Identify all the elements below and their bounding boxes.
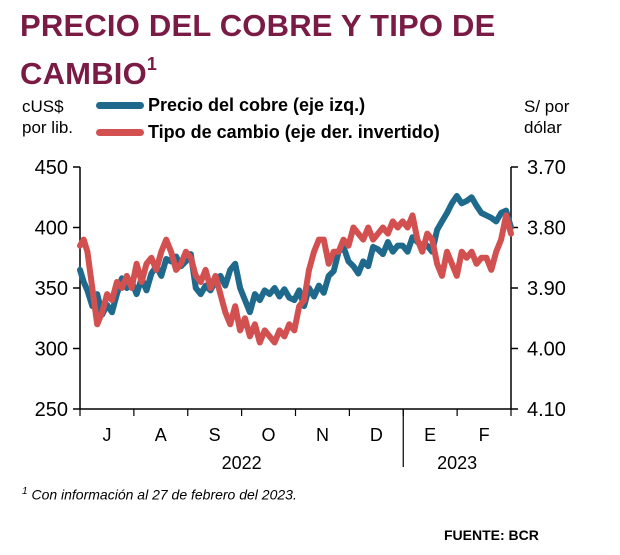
right-axis-label: S/ por dólar [524,96,569,138]
right-tick-label: 3.70 [527,157,566,179]
x-tick-label: A [155,425,167,445]
left-tick-label: 450 [35,157,68,179]
x-tick-label: J [102,425,111,445]
x-tick-label: O [262,425,276,445]
left-tick-label: 350 [35,278,68,300]
legend-item-fx: Tipo de cambio (eje der. invertido) [96,119,440,146]
legend: Precio del cobre (eje izq.) Tipo de camb… [96,92,440,146]
right-axis-label-line1: S/ por [524,97,570,116]
x-tick-label: S [209,425,221,445]
footnote: 1 Con información al 27 de febrero del 2… [22,486,297,503]
right-tick-label: 4.10 [527,399,566,421]
right-tick-label: 4.00 [527,339,566,361]
x-tick-label: E [424,425,436,445]
left-axis-label-line2: por lib. [22,118,74,137]
x-year-label: 2023 [437,453,477,473]
chart-title: PRECIO DEL COBRE Y TIPO DE CAMBIO1 [20,6,580,93]
legend-swatch-fx [96,129,144,136]
footnote-marker: 1 [22,486,28,497]
x-year-label: 2022 [222,453,262,473]
left-axis-label: cUS$ por lib. [22,96,73,138]
x-tick-label: F [479,425,490,445]
x-tick-label: N [316,425,329,445]
legend-swatch-copper [96,102,144,109]
left-tick-label: 400 [35,218,68,240]
legend-label-fx: Tipo de cambio (eje der. invertido) [148,122,440,142]
title-footnote-marker: 1 [146,54,158,74]
left-tick-label: 250 [35,399,68,421]
chart-title-text: PRECIO DEL COBRE Y TIPO DE CAMBIO [20,8,496,91]
left-axis-label-line1: cUS$ [22,97,64,116]
source-note: FUENTE: BCR [444,527,539,543]
right-tick-label: 3.80 [527,218,566,240]
legend-item-copper: Precio del cobre (eje izq.) [96,92,440,119]
left-tick-label: 300 [35,339,68,361]
x-tick-label: D [370,425,383,445]
right-axis-label-line2: dólar [524,118,562,137]
legend-label-copper: Precio del cobre (eje izq.) [148,95,366,115]
footnote-text: Con información al 27 de febrero del 202… [27,486,297,503]
series-line-fx [77,212,514,346]
right-tick-label: 3.90 [527,278,566,300]
